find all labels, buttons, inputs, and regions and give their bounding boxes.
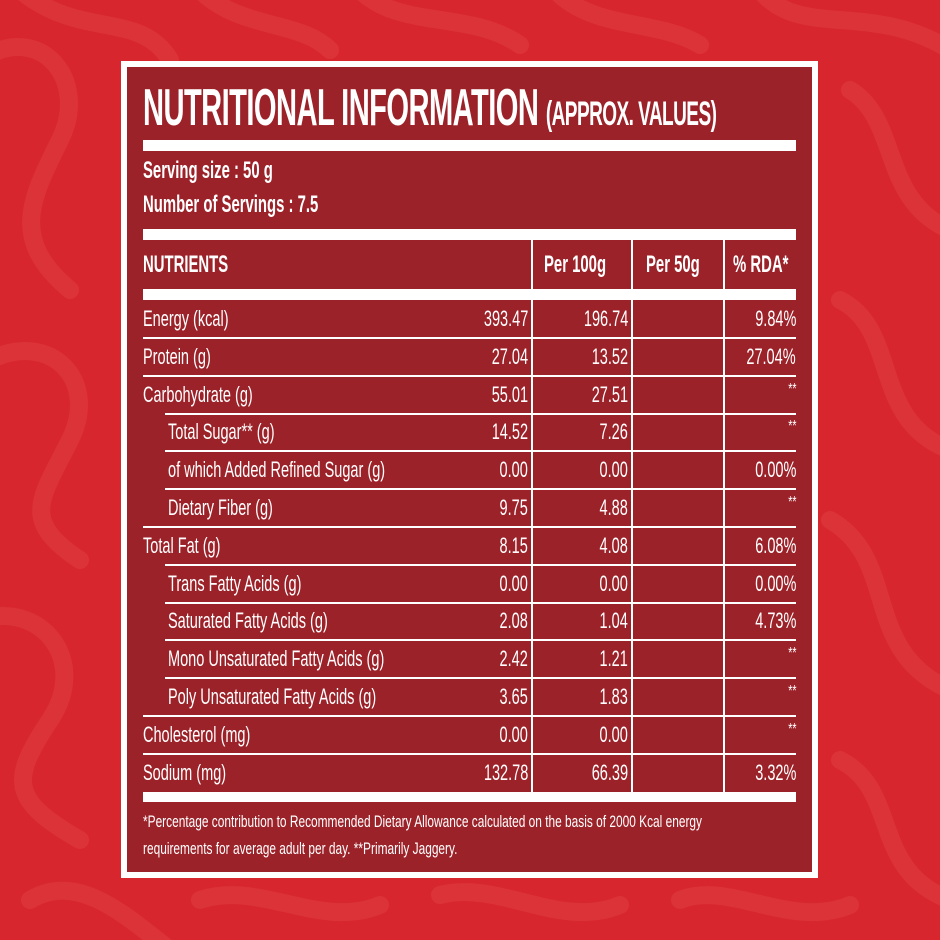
nutrient-name: Mono Unsaturated Fatty Acids (g) (168, 646, 385, 672)
row-divider (143, 752, 796, 755)
table-row: Total Sugar** (g) 14.52 7.26 ** (0, 413, 940, 453)
value-per-100g: 55.01 (491, 381, 528, 407)
table-row: Sodium (mg) 132.78 66.39 3.32% (0, 754, 940, 792)
value-rda: 0.00% (754, 570, 796, 596)
nutrient-name: Cholesterol (mg) (143, 721, 251, 747)
value-per-50g: 196.74 (583, 306, 628, 331)
value-per-50g: 66.39 (591, 759, 628, 785)
row-divider (143, 374, 796, 377)
nutrient-name: of which Added Refined Sugar (g) (168, 457, 386, 483)
value-rda: 4.73% (754, 608, 796, 634)
footnote-line-2: requirements for average adult per day. … (143, 839, 458, 858)
table-row: Total Fat (g) 8.15 4.08 6.08% (0, 527, 940, 566)
value-rda: ** (787, 380, 796, 398)
table-row: Energy (kcal) 393.47 196.74 9.84% (0, 300, 940, 339)
row-divider (143, 526, 796, 528)
value-per-100g: 393.47 (483, 306, 528, 331)
row-divider (165, 677, 796, 680)
footnote: *Percentage contribution to Recommended … (143, 808, 796, 862)
value-per-50g: 1.04 (599, 608, 628, 634)
table-row: Saturated Fatty Acids (g) 2.08 1.04 4.73% (0, 602, 940, 642)
value-per-100g: 2.42 (499, 646, 528, 672)
value-per-100g: 132.78 (483, 759, 528, 785)
value-per-50g: 0.00 (599, 721, 628, 747)
value-per-50g: 7.26 (599, 419, 628, 445)
row-divider (165, 488, 796, 491)
value-per-50g: 1.21 (599, 646, 628, 672)
value-per-50g: 27.51 (591, 381, 628, 407)
value-per-50g: 0.00 (599, 457, 628, 483)
row-divider (143, 337, 796, 339)
nutrient-name: Dietary Fiber (g) (168, 495, 273, 520)
row-divider (165, 563, 796, 566)
table-row: Carbohydrate (g) 55.01 27.51 ** (0, 376, 940, 415)
divider-bar-table-top (143, 229, 796, 240)
value-rda: 9.84% (754, 306, 796, 331)
value-per-50g: 1.83 (599, 684, 628, 709)
value-per-100g: 0.00 (499, 457, 528, 483)
table-row: Trans Fatty Acids (g) 0.00 0.00 0.00% (0, 565, 940, 604)
nutrient-name: Energy (kcal) (143, 306, 229, 331)
table-row: Cholesterol (mg) 0.00 0.00 ** (0, 716, 940, 755)
table-row: Poly Unsaturated Fatty Acids (g) 3.65 1.83… (0, 678, 940, 717)
value-per-100g: 14.52 (491, 419, 528, 445)
value-rda: ** (787, 494, 796, 511)
nutrition-panel (121, 61, 818, 878)
nutrient-name: Carbohydrate (g) (143, 381, 253, 407)
value-per-100g: 2.08 (499, 608, 528, 634)
value-per-50g: 4.08 (599, 532, 628, 558)
table-row: Dietary Fiber (g) 9.75 4.88 ** (0, 489, 940, 528)
table-row: Mono Unsaturated Fatty Acids (g) 2.42 1.21… (0, 640, 940, 680)
header-nutrients: NUTRIENTS (143, 251, 229, 278)
value-rda: ** (787, 683, 796, 700)
nutrient-name: Sodium (mg) (143, 759, 227, 785)
value-rda: ** (787, 645, 796, 663)
value-per-100g: 0.00 (499, 570, 528, 596)
row-divider (165, 639, 796, 642)
value-per-50g: 13.52 (591, 343, 628, 369)
table-row: of which Added Refined Sugar (g) 0.00 0.00… (0, 451, 940, 491)
column-divider-3 (723, 240, 725, 792)
divider-bar-top (143, 140, 796, 151)
nutrient-name: Total Fat (g) (143, 532, 221, 558)
value-rda: 0.00% (754, 457, 796, 483)
value-per-100g: 9.75 (499, 495, 528, 520)
row-divider (165, 412, 796, 415)
page-title: NUTRITIONAL INFORMATION (APPROX. VALUES) (143, 80, 940, 136)
nutrient-name: Poly Unsaturated Fatty Acids (g) (168, 684, 377, 709)
value-rda: ** (787, 418, 796, 436)
value-per-50g: 4.88 (599, 495, 628, 520)
number-of-servings: Number of Servings : 7.5 (143, 191, 319, 218)
nutrient-name: Total Sugar** (g) (168, 419, 275, 445)
column-divider-1 (531, 240, 533, 792)
value-rda: 6.08% (754, 532, 796, 558)
title-main: NUTRITIONAL INFORMATION (143, 79, 539, 137)
nutrient-name: Protein (g) (143, 343, 211, 369)
header-per-50g: Per 50g (646, 251, 700, 278)
table-row: Protein (g) 27.04 13.52 27.04% (0, 338, 940, 377)
value-rda: 27.04% (746, 343, 796, 369)
header-rda: % RDA* (733, 251, 789, 278)
value-per-100g: 8.15 (499, 532, 528, 558)
nutrient-name: Saturated Fatty Acids (g) (168, 608, 328, 634)
nutrient-name: Trans Fatty Acids (g) (168, 570, 302, 596)
value-per-50g: 0.00 (599, 570, 628, 596)
footnote-line-1: *Percentage contribution to Recommended … (143, 812, 702, 831)
divider-bar-bottom (143, 792, 796, 802)
row-divider (165, 601, 796, 604)
serving-size: Serving size : 50 g (143, 157, 273, 184)
value-per-100g: 27.04 (491, 343, 528, 369)
column-divider-2 (631, 240, 633, 792)
title-suffix: (APPROX. VALUES) (545, 95, 717, 133)
value-rda: 3.32% (754, 759, 796, 785)
header-per-100g: Per 100g (544, 251, 607, 278)
value-per-100g: 3.65 (499, 684, 528, 709)
row-divider (165, 450, 796, 453)
divider-bar-header (143, 289, 796, 300)
value-per-100g: 0.00 (499, 721, 528, 747)
row-divider (143, 715, 796, 717)
value-rda: ** (787, 720, 796, 738)
